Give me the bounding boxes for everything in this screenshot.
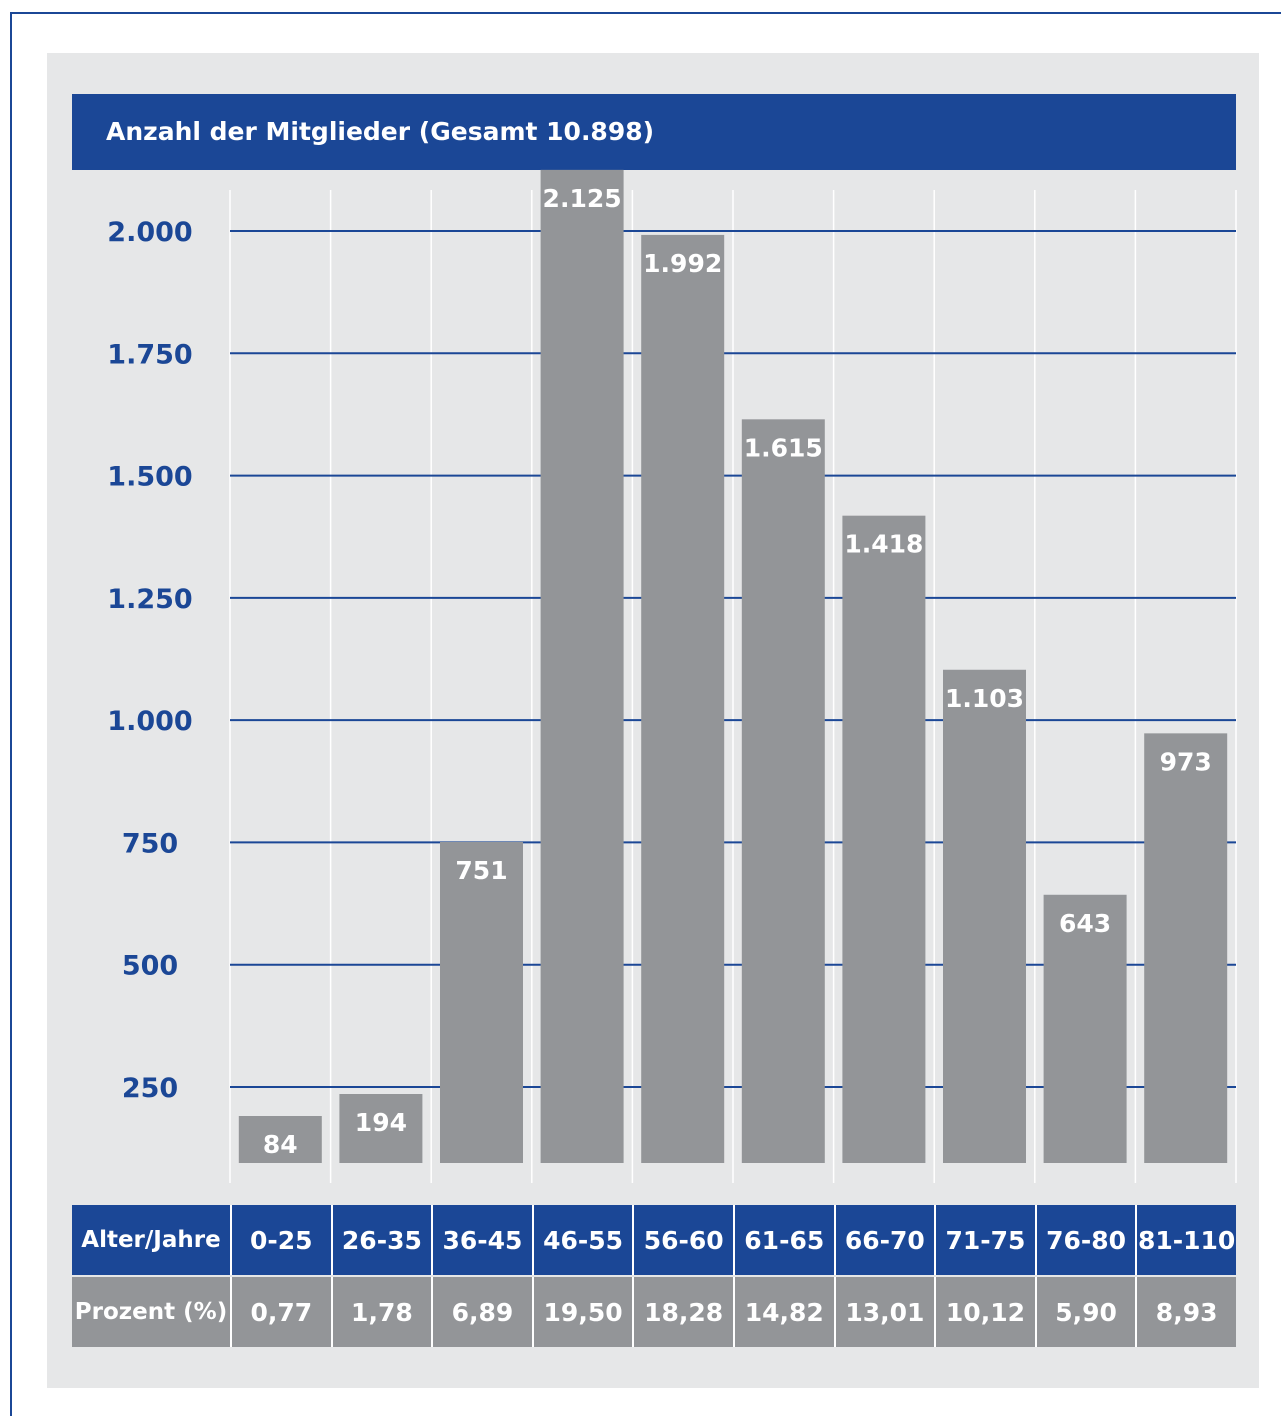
y-tick-label: 2.000 (107, 217, 192, 248)
age-cell: 46-55 (531, 1205, 633, 1275)
y-tick-label: 500 (122, 951, 178, 982)
chart-title-bar: Anzahl der Mitglieder (Gesamt 10.898) (72, 94, 1236, 170)
age-cell: 36-45 (431, 1205, 532, 1275)
age-cell: 61-65 (732, 1205, 834, 1275)
bar-66-70 (842, 515, 926, 1163)
table-row-percent: Prozent (%) 0,77 1,78 6,89 19,50 18,28 14,82 1… (72, 1277, 1236, 1347)
age-cell: 56-60 (632, 1205, 733, 1275)
bar-value-label: 1.615 (744, 433, 823, 462)
table-header-percent: Prozent (%) (74, 1299, 228, 1325)
y-tick-label: 250 (122, 1073, 178, 1104)
percent-cell: 1,78 (330, 1277, 432, 1347)
table-row-age: Alter/Jahre 0-25 26-35 36-45 46-55 56-60 61-6… (72, 1205, 1236, 1275)
bar-value-label: 84 (263, 1130, 298, 1159)
percent-cell: 8,93 (1135, 1277, 1236, 1347)
bar-value-label: 973 (1160, 747, 1212, 776)
y-tick-label: 1.750 (107, 339, 192, 370)
percent-cell: 13,01 (833, 1277, 935, 1347)
bar-value-label: 194 (355, 1108, 407, 1137)
y-tick-label: 1.000 (107, 706, 192, 737)
age-cell: 26-35 (330, 1205, 432, 1275)
bar-value-label: 2.125 (543, 184, 622, 213)
bar-61-65 (741, 419, 825, 1163)
bar-81-110 (1144, 733, 1228, 1163)
bar-71-75 (943, 669, 1026, 1163)
y-tick-label: 750 (122, 828, 178, 859)
age-cell: 76-80 (1034, 1205, 1136, 1275)
data-table: Alter/Jahre 0-25 26-35 36-45 46-55 56-60 61-6… (72, 1205, 1236, 1349)
bar-56-60 (641, 234, 725, 1163)
age-cell: 81-110 (1135, 1205, 1236, 1275)
y-tick-label: 1.250 (107, 584, 192, 615)
bar-36-45 (440, 841, 523, 1163)
chart-title: Anzahl der Mitglieder (Gesamt 10.898) (106, 117, 655, 146)
outer-frame (10, 12, 1281, 1416)
percent-cell: 18,28 (632, 1277, 733, 1347)
percent-cell: 6,89 (431, 1277, 532, 1347)
bar-value-label: 751 (455, 856, 507, 885)
table-header-age: Alter/Jahre (81, 1227, 221, 1253)
age-cell: 0-25 (230, 1205, 331, 1275)
percent-cell: 5,90 (1034, 1277, 1136, 1347)
bar-76-80 (1043, 894, 1127, 1163)
bar-value-label: 643 (1059, 909, 1111, 938)
bar-0-25 (238, 1116, 322, 1163)
percent-cell: 0,77 (230, 1277, 331, 1347)
age-cell: 66-70 (833, 1205, 935, 1275)
bar-value-label: 1.992 (643, 249, 722, 278)
percent-cell: 10,12 (934, 1277, 1035, 1347)
bar-value-label: 1.103 (945, 684, 1024, 713)
percent-cell: 19,50 (531, 1277, 633, 1347)
bar-26-35 (339, 1094, 423, 1163)
percent-cell: 14,82 (732, 1277, 834, 1347)
y-tick-label: 1.500 (107, 462, 192, 493)
bar-46-55 (540, 169, 624, 1163)
bar-value-label: 1.418 (844, 530, 923, 559)
age-cell: 71-75 (934, 1205, 1035, 1275)
